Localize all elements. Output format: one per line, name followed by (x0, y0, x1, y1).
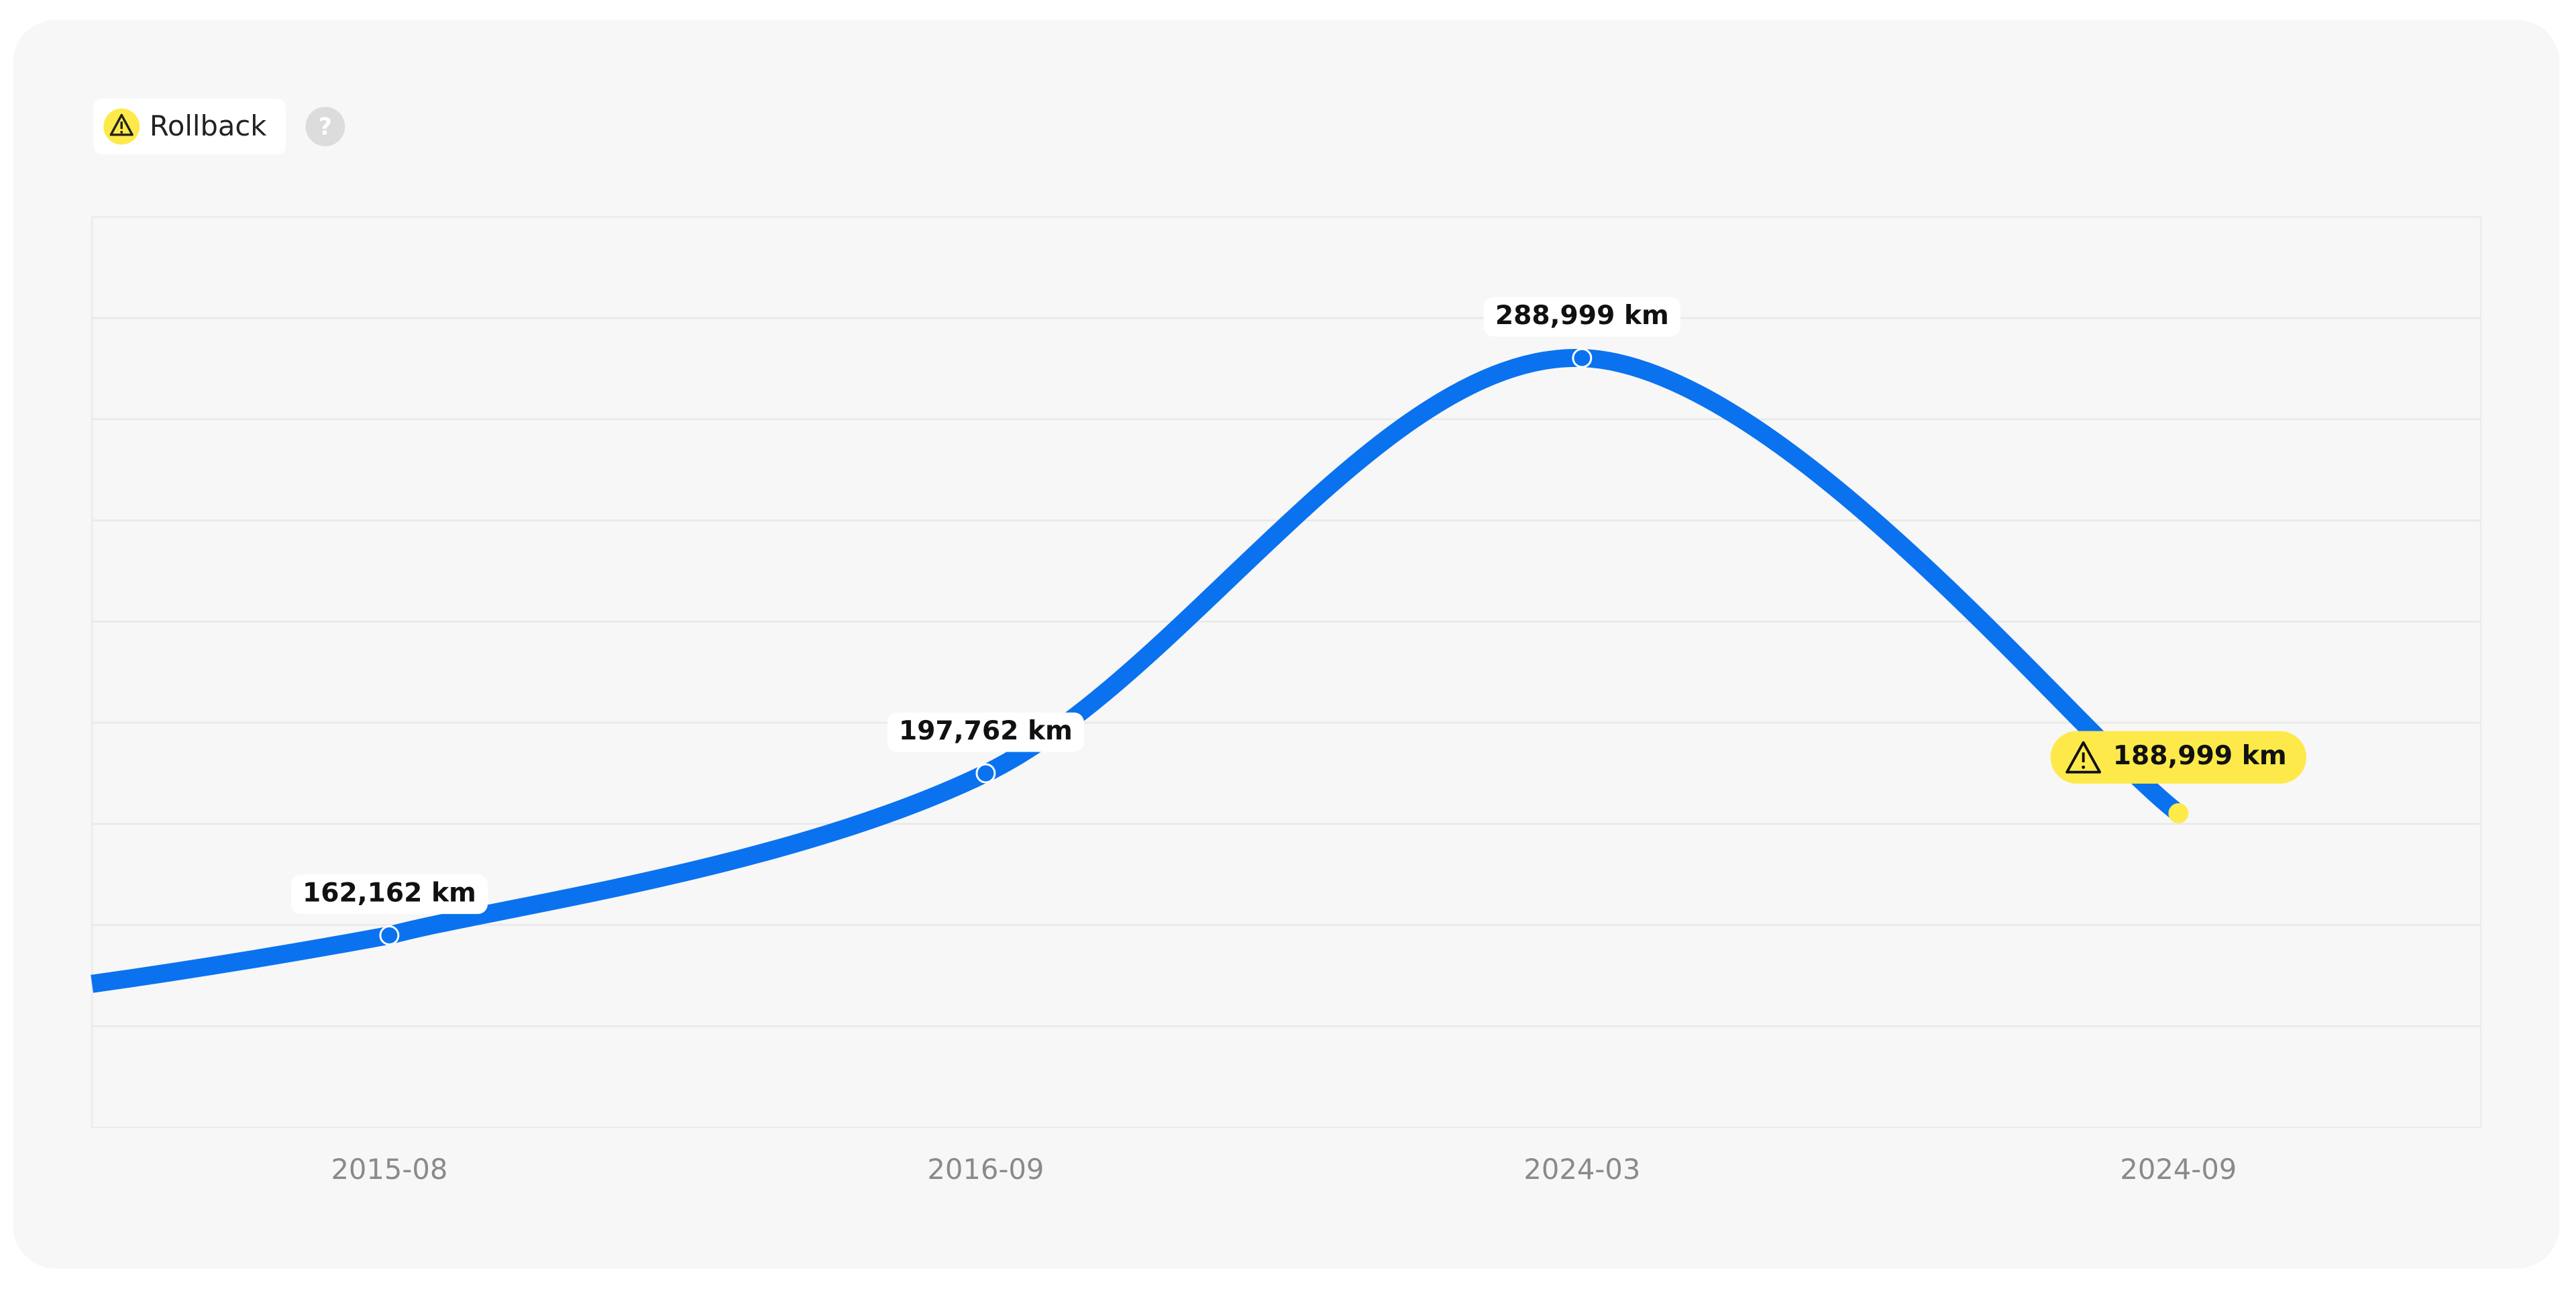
value-label-text: 162,162 km (303, 878, 476, 908)
value-label: 197,762 km (887, 712, 1084, 752)
line-lead-in (91, 926, 391, 993)
point (975, 763, 996, 784)
plot-frame (91, 216, 2482, 1129)
badge-bg (93, 98, 286, 155)
value-label: 288,999 km (1483, 297, 1680, 337)
value-label-text: 188,999 km (2113, 741, 2287, 771)
warning-icon (2065, 741, 2102, 774)
value-label-bg (2050, 731, 2307, 784)
warning-icon-dot (120, 130, 123, 134)
value-label-text: 197,762 km (899, 716, 1073, 746)
value-label-bg (887, 712, 1084, 752)
value-label-bg (1483, 297, 1680, 337)
x-tick-label: 2024-03 (1523, 1153, 1640, 1186)
value-label-bg (290, 874, 488, 915)
point (2168, 803, 2189, 823)
card (13, 19, 2560, 1269)
x-tick-label: 2015-08 (331, 1153, 447, 1186)
point (1572, 348, 1593, 368)
help-icon[interactable]: ? (319, 114, 332, 141)
help-button[interactable] (305, 107, 345, 146)
status-badge: Rollback (93, 98, 286, 155)
x-tick-label: 2016-09 (927, 1153, 1044, 1186)
x-tick-label: 2024-09 (2120, 1153, 2237, 1186)
plot: 2015-08 2016-09 2024-03 2024-09 162,162 km 19… (91, 297, 2481, 1186)
status-label: Rollback (150, 109, 267, 142)
warning-icon-dot (2082, 765, 2086, 769)
line (386, 349, 2184, 944)
value-label-text: 288,999 km (1495, 301, 1669, 331)
value-label: 188,999 km (2050, 731, 2307, 784)
warning-icon (109, 113, 133, 136)
point (379, 925, 400, 945)
value-label: 162,162 km (290, 874, 488, 915)
